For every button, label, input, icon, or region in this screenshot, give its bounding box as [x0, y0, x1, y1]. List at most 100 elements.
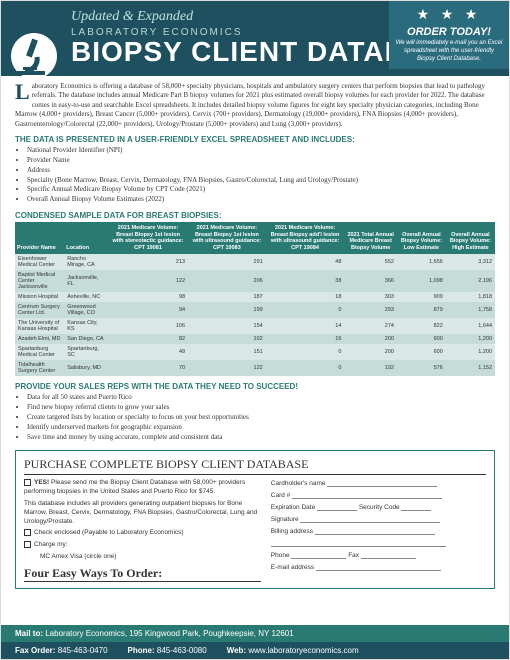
mail-label: Mail to:	[15, 629, 43, 638]
footer: Mail to: Laboratory Economics, 195 Kingw…	[1, 625, 509, 659]
check-enclosed-label: Check enclosed (Payable to Laboratory Ec…	[34, 530, 184, 537]
table-cell: 206	[188, 270, 266, 292]
table-row: Tidalhealth Surgery CenterSalisbury, MD7…	[15, 360, 495, 376]
yes-label: YES!	[34, 480, 49, 487]
table-cell: Jacksonville, FL	[64, 270, 108, 292]
table-row: Baptist Medical Center JacksonvilleJacks…	[15, 270, 495, 292]
table-cell: 82	[108, 334, 188, 344]
table-cell: 0	[266, 344, 345, 360]
bill-input-2[interactable]	[271, 539, 446, 547]
table-header: 2021 Medicare Volume: Breast Biopsy add'…	[266, 222, 345, 254]
order-badge: ★ ★ ★ ORDER TODAY! We will immediately e…	[389, 1, 509, 69]
table-cell: Eisenhower Medical Center	[15, 254, 64, 270]
table-cell: 94	[108, 302, 188, 318]
fax-input[interactable]	[361, 551, 416, 559]
cardnum-label: Card #	[271, 492, 291, 499]
fax-label: Fax	[348, 552, 359, 559]
form-right: Cardholder's name Card # Expiration Date…	[271, 479, 486, 582]
table-cell: 274	[344, 318, 397, 334]
email-label: E-mail address	[271, 564, 314, 571]
fax-order-label: Fax Order:	[15, 646, 55, 655]
list-item: Address	[27, 166, 495, 176]
table-cell: Salisbury, MD	[64, 360, 108, 376]
checkbox-charge[interactable]	[24, 541, 31, 548]
table-cell: Centrum Surgery Center Ltd.	[15, 302, 64, 318]
exp-input[interactable]	[317, 503, 357, 511]
bill-label: Billing address	[271, 528, 313, 535]
cardholder-input[interactable]	[327, 479, 437, 487]
table-cell: 0	[266, 302, 345, 318]
footer-mail: Mail to: Laboratory Economics, 195 Kingw…	[1, 625, 509, 642]
sec-input[interactable]	[401, 503, 431, 511]
intro-paragraph: Laboratory Economics is offering a datab…	[1, 76, 509, 133]
sig-label: Signature	[271, 516, 299, 523]
table-cell: 200	[344, 334, 397, 344]
sample-table: Provider NameLocation2021 Medicare Volum…	[15, 222, 495, 376]
bill-input[interactable]	[315, 527, 435, 535]
table-cell: Asheville, NC	[64, 292, 108, 302]
checkbox-enclosed[interactable]	[24, 529, 31, 536]
table-cell: 16	[266, 334, 345, 344]
phone-number: 845-463-0080	[157, 646, 207, 655]
table-cell: 879	[397, 302, 446, 318]
cardholder-label: Cardholder's name	[271, 480, 326, 487]
email-input[interactable]	[316, 563, 441, 571]
table-cell: 1,200	[446, 344, 495, 360]
table-cell: 600	[397, 344, 446, 360]
table-cell: Mission Hospital	[15, 292, 64, 302]
list-item: National Provider Identifier (NPI)	[27, 146, 495, 156]
table-cell: Spartanburg Medical Center	[15, 344, 64, 360]
table-cell: 49	[108, 344, 188, 360]
table-cell: 291	[188, 254, 266, 270]
web-label: Web:	[227, 646, 246, 655]
table-cell: 1,758	[446, 302, 495, 318]
checkbox-yes[interactable]	[24, 479, 31, 486]
purchase-heading: PURCHASE COMPLETE BIOPSY CLIENT DATABASE	[24, 457, 486, 475]
table-cell: 1,098	[397, 270, 446, 292]
table-header: Overall Annual Biopsy Volume: High Estim…	[446, 222, 495, 254]
sec-label: Security Code	[359, 504, 400, 511]
table-cell: 122	[188, 360, 266, 376]
flyer-page: Updated & Expanded LABORATORY ECONOMICS …	[0, 0, 510, 660]
table-row: Mission HospitalAsheville, NC98187183039…	[15, 292, 495, 302]
list-item: Data for all 50 states and Puerto Rico	[27, 393, 495, 403]
order-subtitle: We will immediately e-mail you an Excel …	[395, 40, 503, 63]
form-left: YES! Please send me the Biopsy Client Da…	[24, 479, 261, 582]
table-cell: 106	[108, 318, 188, 334]
table-cell: 2,196	[446, 270, 495, 292]
cardnum-input[interactable]	[292, 491, 442, 499]
table-cell: 151	[188, 344, 266, 360]
card-options[interactable]: MC Amex Visa (circle one)	[24, 553, 261, 562]
table-cell: 293	[344, 302, 397, 318]
list-item: Save time and money by using accurate, c…	[27, 433, 495, 443]
microscope-icon	[9, 31, 59, 81]
table-cell: The University of Kansas Hospital	[15, 318, 64, 334]
table-header: Overall Annual Biopsy Volume: Low Estima…	[397, 222, 446, 254]
table-cell: San Diego, CA	[64, 334, 108, 344]
phone-label: Phone	[271, 552, 290, 559]
data-bullets: National Provider Identifier (NPI)Provid…	[1, 146, 509, 209]
table-cell: Baptist Medical Center Jacksonville	[15, 270, 64, 292]
sig-input[interactable]	[300, 515, 440, 523]
phone-input[interactable]	[291, 551, 346, 559]
table-cell: Greenwood Village, CO	[64, 302, 108, 318]
table-cell: 552	[344, 254, 397, 270]
charge-label: Charge my:	[34, 542, 68, 549]
table-header: Location	[64, 222, 108, 254]
table-cell: Spartanburg, SC	[64, 344, 108, 360]
table-cell: Azadeh Elmi, MD	[15, 334, 64, 344]
table-cell: 200	[344, 344, 397, 360]
sample-heading: CONDENSED SAMPLE DATA FOR BREAST BIOPSIE…	[1, 209, 509, 222]
table-cell: 1,644	[446, 318, 495, 334]
table-cell: Rancho Mirage, CA	[64, 254, 108, 270]
table-cell: 192	[344, 360, 397, 376]
table-cell: 576	[397, 360, 446, 376]
table-cell: 1,818	[446, 292, 495, 302]
list-item: Create targeted lists by location or spe…	[27, 413, 495, 423]
list-item: Overall Annual Biopsy Volume Estimates (…	[27, 195, 495, 205]
table-row: The University of Kansas HospitalKansas …	[15, 318, 495, 334]
table-cell: 822	[397, 318, 446, 334]
phone-order-label: Phone:	[128, 646, 155, 655]
table-row: Centrum Surgery Center Ltd.Greenwood Vil…	[15, 302, 495, 318]
table-cell: 102	[188, 334, 266, 344]
